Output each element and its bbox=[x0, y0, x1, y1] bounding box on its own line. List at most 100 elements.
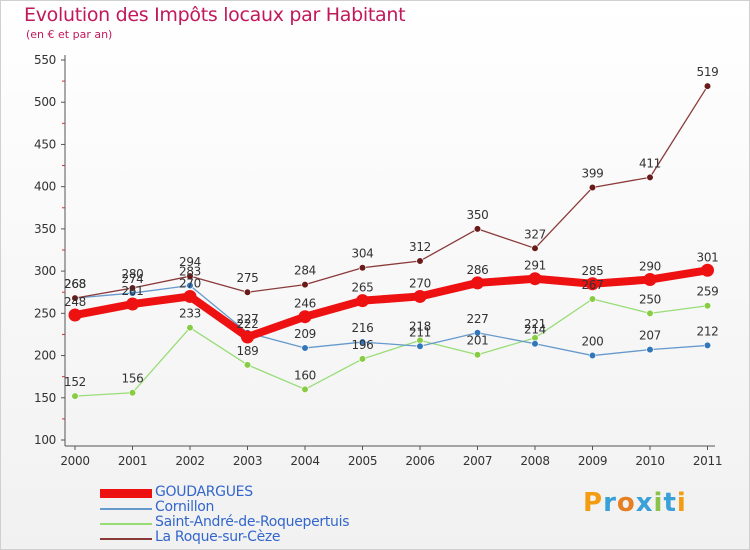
data-point bbox=[241, 330, 254, 344]
data-label: 265 bbox=[351, 281, 373, 295]
data-label: 301 bbox=[696, 250, 718, 264]
data-point bbox=[531, 244, 539, 252]
series-line bbox=[74, 298, 709, 397]
data-label: 200 bbox=[581, 335, 603, 349]
logo-letter: i bbox=[676, 488, 687, 518]
y-tick-label: 400 bbox=[34, 180, 56, 194]
y-tick-label: 200 bbox=[34, 349, 56, 363]
data-point bbox=[416, 342, 424, 350]
data-label: 218 bbox=[409, 319, 431, 333]
data-label: 294 bbox=[179, 255, 201, 269]
data-point bbox=[646, 346, 654, 354]
data-point bbox=[646, 309, 654, 317]
data-label: 274 bbox=[121, 272, 143, 286]
x-tick-label: 2006 bbox=[405, 454, 434, 468]
y-tick-label: 350 bbox=[34, 222, 56, 236]
data-label: 248 bbox=[64, 295, 86, 309]
data-point bbox=[413, 289, 427, 303]
data-label: 304 bbox=[351, 247, 373, 261]
data-label: 261 bbox=[121, 284, 143, 298]
legend-label-la-roque: La Roque-sur-Cèze bbox=[155, 529, 281, 545]
y-tick-label: 550 bbox=[34, 53, 56, 67]
data-point bbox=[358, 355, 367, 363]
data-point bbox=[301, 344, 309, 352]
data-label: 152 bbox=[64, 375, 86, 389]
data-point bbox=[646, 173, 654, 181]
legend-swatch-cornillon bbox=[100, 508, 152, 510]
data-label: 207 bbox=[639, 329, 661, 343]
data-label: 214 bbox=[524, 323, 546, 337]
logo-letter: r bbox=[603, 488, 617, 518]
data-point bbox=[186, 281, 194, 290]
data-label: 519 bbox=[696, 65, 718, 79]
data-point bbox=[703, 82, 712, 90]
data-point bbox=[586, 277, 599, 291]
data-label: 280 bbox=[121, 267, 143, 281]
logo-letter: P bbox=[583, 488, 604, 518]
data-label: 411 bbox=[639, 156, 661, 170]
logo-letter: t bbox=[663, 488, 677, 518]
legend-label-saint-andre: Saint-André-de-Roquepertuis bbox=[155, 514, 350, 530]
x-tick-label: 2008 bbox=[520, 454, 549, 468]
data-point bbox=[356, 294, 369, 308]
legend-label-goudargues: GOUDARGUES bbox=[155, 484, 253, 500]
chart-subtitle: (en € et par an) bbox=[26, 28, 113, 41]
data-label: 211 bbox=[409, 325, 431, 339]
data-label: 222 bbox=[236, 317, 258, 331]
x-tick-label: 2002 bbox=[175, 454, 204, 468]
data-point bbox=[186, 272, 194, 280]
data-point bbox=[71, 392, 79, 400]
proxiti-logo: Proxiti bbox=[583, 488, 687, 518]
data-point bbox=[298, 310, 312, 324]
data-point bbox=[128, 389, 137, 397]
data-point bbox=[358, 338, 367, 346]
logo-letter: o bbox=[616, 488, 636, 518]
data-label: 399 bbox=[581, 167, 603, 181]
data-label: 284 bbox=[294, 264, 316, 278]
data-label: 209 bbox=[294, 327, 316, 341]
data-point bbox=[301, 385, 309, 393]
y-tick-label: 450 bbox=[34, 137, 56, 151]
data-label: 250 bbox=[639, 292, 661, 306]
data-label: 196 bbox=[351, 338, 373, 352]
data-label: 268 bbox=[64, 277, 86, 291]
x-tick-label: 2007 bbox=[463, 454, 492, 468]
data-point bbox=[588, 183, 597, 192]
data-label: 212 bbox=[696, 324, 718, 338]
data-label: 270 bbox=[179, 276, 201, 290]
data-point bbox=[528, 272, 542, 286]
data-point bbox=[186, 324, 194, 332]
data-point bbox=[471, 276, 484, 290]
data-label: 286 bbox=[466, 263, 488, 277]
data-point bbox=[71, 294, 79, 302]
data-label: 312 bbox=[409, 240, 431, 254]
y-tick-label: 500 bbox=[34, 95, 56, 109]
data-point bbox=[473, 351, 482, 359]
series-line bbox=[74, 85, 709, 299]
data-label: 216 bbox=[351, 321, 373, 335]
data-point bbox=[703, 341, 712, 350]
chart-title: Evolution des Impôts locaux par Habitant bbox=[24, 4, 406, 26]
data-label: 189 bbox=[236, 344, 258, 358]
data-label: 259 bbox=[696, 285, 718, 299]
data-label: 227 bbox=[236, 312, 258, 326]
logo-letter: i bbox=[653, 488, 664, 518]
data-label: 221 bbox=[524, 317, 546, 331]
data-point bbox=[358, 264, 367, 272]
legend-label-cornillon: Cornillon bbox=[155, 499, 215, 515]
x-tick-label: 2010 bbox=[635, 454, 664, 468]
data-point bbox=[701, 263, 714, 277]
data-label: 160 bbox=[294, 368, 316, 382]
data-label: 270 bbox=[409, 276, 431, 290]
data-point bbox=[703, 302, 712, 310]
data-label: 233 bbox=[179, 307, 201, 321]
legend-swatch-goudargues bbox=[100, 489, 152, 498]
legend-swatch-la-roque bbox=[100, 538, 152, 540]
data-label: 268 bbox=[64, 277, 86, 291]
data-point bbox=[473, 225, 482, 233]
data-label: 227 bbox=[466, 312, 488, 326]
data-point bbox=[128, 284, 137, 292]
data-point bbox=[301, 281, 309, 289]
